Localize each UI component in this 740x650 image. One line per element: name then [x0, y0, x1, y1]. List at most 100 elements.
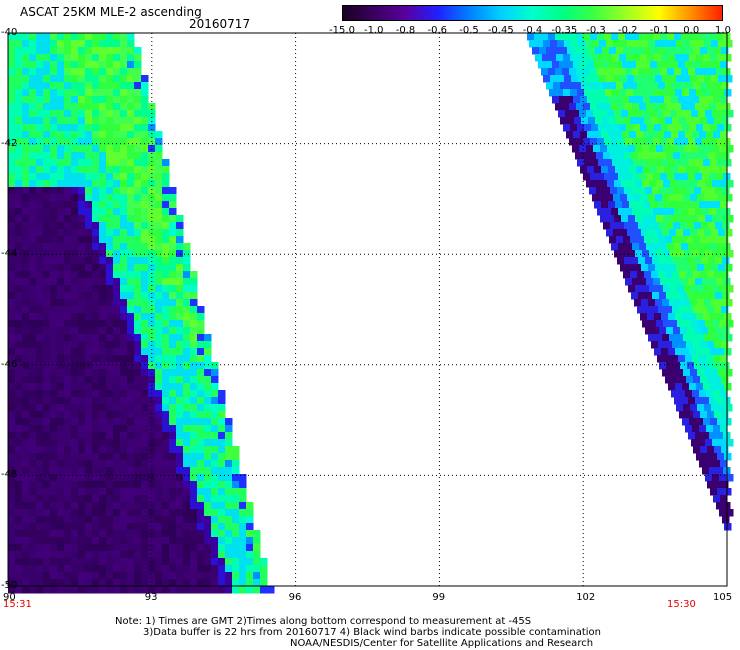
swath-pixel	[106, 180, 114, 188]
swath-pixel	[162, 159, 170, 167]
swath-pixel	[631, 292, 639, 300]
swath-pixel	[36, 250, 44, 258]
swath-pixel	[127, 481, 135, 489]
swath-pixel	[29, 460, 37, 468]
swath-pixel	[113, 54, 121, 62]
swath-pixel	[99, 348, 107, 356]
swath-pixel	[631, 222, 639, 230]
swath-pixel	[686, 117, 694, 125]
swath-pixel	[169, 579, 177, 587]
swath-pixel	[134, 68, 142, 76]
swath-pixel	[246, 537, 254, 545]
swath-pixel	[106, 159, 114, 167]
swath-pixel	[653, 103, 661, 111]
swath-pixel	[106, 502, 114, 510]
swath-pixel	[655, 40, 663, 48]
swath-pixel	[218, 411, 226, 419]
swath-pixel	[141, 502, 149, 510]
swath-pixel	[634, 299, 642, 307]
swath-pixel	[594, 131, 602, 139]
swath-pixel	[85, 446, 93, 454]
swath-pixel	[684, 285, 692, 293]
swath-pixel	[706, 390, 714, 398]
swath-pixel	[606, 75, 614, 83]
swath-pixel	[532, 47, 540, 55]
swath-pixel	[642, 250, 650, 258]
swath-pixel	[629, 131, 637, 139]
swath-pixel	[8, 579, 16, 587]
swath-pixel	[15, 173, 23, 181]
swath-pixel	[29, 208, 37, 216]
swath-pixel	[78, 355, 86, 363]
swath-pixel	[36, 292, 44, 300]
swath-pixel	[64, 68, 72, 76]
swath-pixel	[22, 82, 30, 90]
swath-pixel	[134, 537, 142, 545]
swath-pixel	[618, 68, 626, 76]
swath-pixel	[675, 54, 683, 62]
swath-pixel	[57, 54, 65, 62]
swath-pixel	[574, 47, 582, 55]
swath-pixel	[155, 481, 163, 489]
swath-pixel	[127, 264, 135, 272]
swath-pixel	[678, 390, 686, 398]
swath-pixel	[700, 47, 708, 55]
swath-pixel	[127, 306, 135, 314]
swath-pixel	[29, 362, 37, 370]
swath-pixel	[148, 565, 156, 573]
swath-pixel	[707, 341, 715, 349]
swath-pixel	[582, 152, 590, 160]
swath-pixel	[50, 285, 58, 293]
swath-pixel	[622, 201, 630, 209]
swath-pixel	[611, 243, 619, 251]
swath-pixel	[106, 579, 114, 587]
swath-pixel	[654, 54, 662, 62]
swath-pixel	[176, 467, 184, 475]
swath-pixel	[64, 544, 72, 552]
swath-pixel	[148, 208, 156, 216]
swath-pixel	[64, 509, 72, 517]
swath-pixel	[684, 110, 692, 118]
swath-pixel	[197, 369, 205, 377]
swath-pixel	[628, 285, 636, 293]
swath-pixel	[106, 362, 114, 370]
swath-pixel	[71, 124, 79, 132]
swath-pixel	[127, 586, 135, 594]
swath-pixel	[71, 551, 79, 559]
swath-pixel	[190, 565, 198, 573]
swath-pixel	[211, 530, 219, 538]
swath-pixel	[183, 411, 191, 419]
swath-pixel	[211, 551, 219, 559]
swath-pixel	[725, 404, 733, 412]
swath-pixel	[57, 495, 65, 503]
swath-pixel	[71, 348, 79, 356]
swath-pixel	[78, 152, 86, 160]
swath-pixel	[99, 586, 107, 594]
swath-pixel	[99, 54, 107, 62]
swath-pixel	[613, 229, 621, 237]
swath-pixel	[50, 250, 58, 258]
swath-pixel	[623, 117, 631, 125]
swath-pixel	[36, 82, 44, 90]
swath-pixel	[190, 383, 198, 391]
swath-pixel	[57, 278, 65, 286]
swath-pixel	[211, 418, 219, 426]
swath-pixel	[197, 453, 205, 461]
x-tick-label: 102	[576, 592, 596, 603]
swath-pixel	[29, 355, 37, 363]
swath-pixel	[190, 355, 198, 363]
swath-pixel	[113, 180, 121, 188]
swath-pixel	[720, 390, 728, 398]
swath-pixel	[592, 194, 600, 202]
swath-pixel	[127, 530, 135, 538]
swath-pixel	[162, 299, 170, 307]
swath-pixel	[176, 481, 184, 489]
swath-pixel	[669, 194, 677, 202]
swath-pixel	[99, 425, 107, 433]
swath-pixel	[134, 460, 142, 468]
swath-pixel	[620, 229, 628, 237]
swath-pixel	[78, 474, 86, 482]
swath-pixel	[50, 201, 58, 209]
plot-frame	[7, 32, 728, 587]
colorbar-label: -0.3	[586, 25, 606, 36]
